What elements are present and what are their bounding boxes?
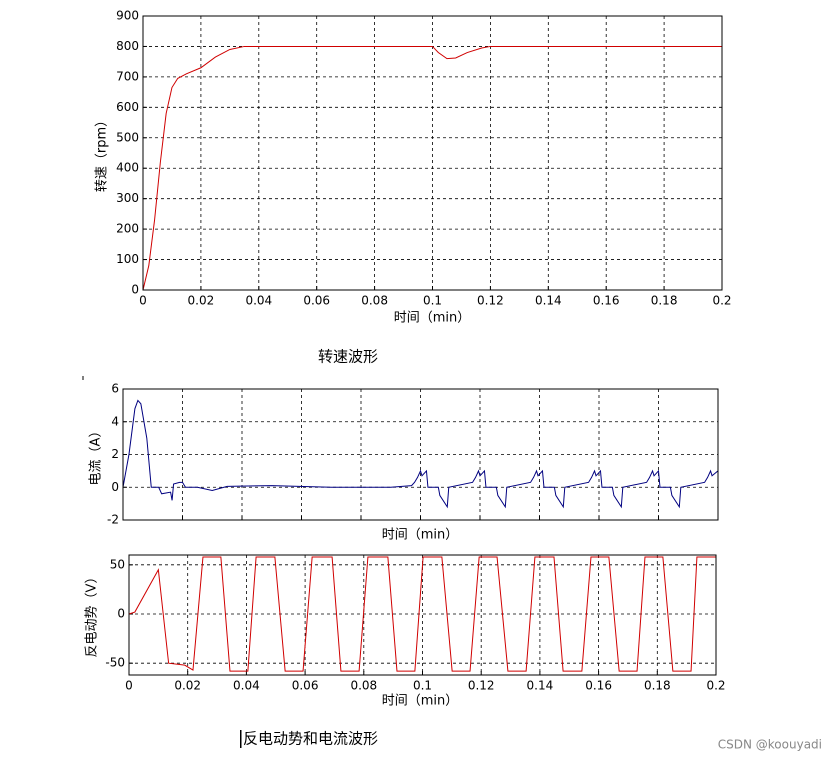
y-tick-label: 4 bbox=[111, 414, 119, 428]
x-tick-label: 0.1 bbox=[423, 294, 442, 308]
x-tick-label: 0.2 bbox=[706, 679, 725, 693]
text-cursor bbox=[240, 730, 242, 748]
x-tick-label: 0.08 bbox=[361, 294, 388, 308]
x-tick-label: 0.12 bbox=[477, 294, 504, 308]
data-line bbox=[122, 399, 719, 509]
x-tick-label: 0.2 bbox=[712, 294, 731, 308]
x-tick-label: 0.02 bbox=[174, 679, 201, 693]
x-tick-label: 0.16 bbox=[585, 679, 612, 693]
y-tick-label: 300 bbox=[116, 191, 139, 205]
watermark: CSDN @koouyadi bbox=[718, 738, 822, 752]
x-tick-label: 0.16 bbox=[593, 294, 620, 308]
x-tick-label: 0.1 bbox=[413, 679, 432, 693]
y-tick-label: 400 bbox=[116, 161, 139, 175]
x-tick-label: 0.04 bbox=[233, 679, 260, 693]
y-tick-label: -2 bbox=[107, 513, 119, 527]
y-tick-label: 100 bbox=[116, 252, 139, 266]
x-tick-label: 0.02 bbox=[188, 294, 215, 308]
x-tick-label: 0.08 bbox=[350, 679, 377, 693]
x-axis-label: 时间（min） bbox=[382, 528, 459, 543]
x-axis-label: 时间（min） bbox=[394, 311, 471, 326]
x-tick-label: 0.18 bbox=[651, 294, 678, 308]
y-tick-label: 900 bbox=[116, 9, 139, 23]
x-tick-label: 0 bbox=[125, 679, 133, 693]
x-tick-label: 0.06 bbox=[292, 679, 319, 693]
x-tick-label: 0.12 bbox=[468, 679, 495, 693]
y-tick-label: 200 bbox=[116, 222, 139, 236]
y-tick-label: 0 bbox=[111, 480, 119, 494]
y-tick-label: 50 bbox=[110, 557, 125, 571]
y-tick-label: 0 bbox=[131, 283, 139, 297]
y-axis-label: 电流（A） bbox=[89, 425, 104, 486]
y-axis-label: 反电动势（V） bbox=[84, 571, 100, 658]
data-line bbox=[128, 556, 716, 672]
y-tick-label: 2 bbox=[111, 447, 119, 461]
x-tick-label: 0.18 bbox=[644, 679, 671, 693]
y-tick-label: 600 bbox=[116, 100, 139, 114]
y-tick-label: -50 bbox=[105, 656, 125, 670]
y-tick-label: 0 bbox=[117, 607, 125, 621]
caption: 转速波形 bbox=[318, 348, 378, 366]
y-tick-label: 700 bbox=[116, 69, 139, 83]
y-tick-label: 500 bbox=[116, 130, 139, 144]
plot-area bbox=[143, 16, 722, 290]
caption: 反电动势和电流波形 bbox=[243, 730, 378, 748]
axes-box bbox=[142, 15, 723, 291]
x-tick-label: 0.14 bbox=[527, 679, 554, 693]
x-tick-label: 0.06 bbox=[303, 294, 330, 308]
y-tick-label: 800 bbox=[116, 39, 139, 53]
axes-box bbox=[122, 388, 719, 521]
axes-box bbox=[128, 554, 717, 676]
x-tick-label: 0 bbox=[139, 294, 147, 308]
y-axis-label: 转速（rpm） bbox=[95, 114, 110, 192]
y-tick-label: 6 bbox=[111, 382, 119, 396]
x-tick-label: 0.04 bbox=[245, 294, 272, 308]
x-axis-label: 时间（min） bbox=[382, 694, 459, 709]
x-tick-label: 0.14 bbox=[535, 294, 562, 308]
data-line bbox=[142, 45, 722, 291]
